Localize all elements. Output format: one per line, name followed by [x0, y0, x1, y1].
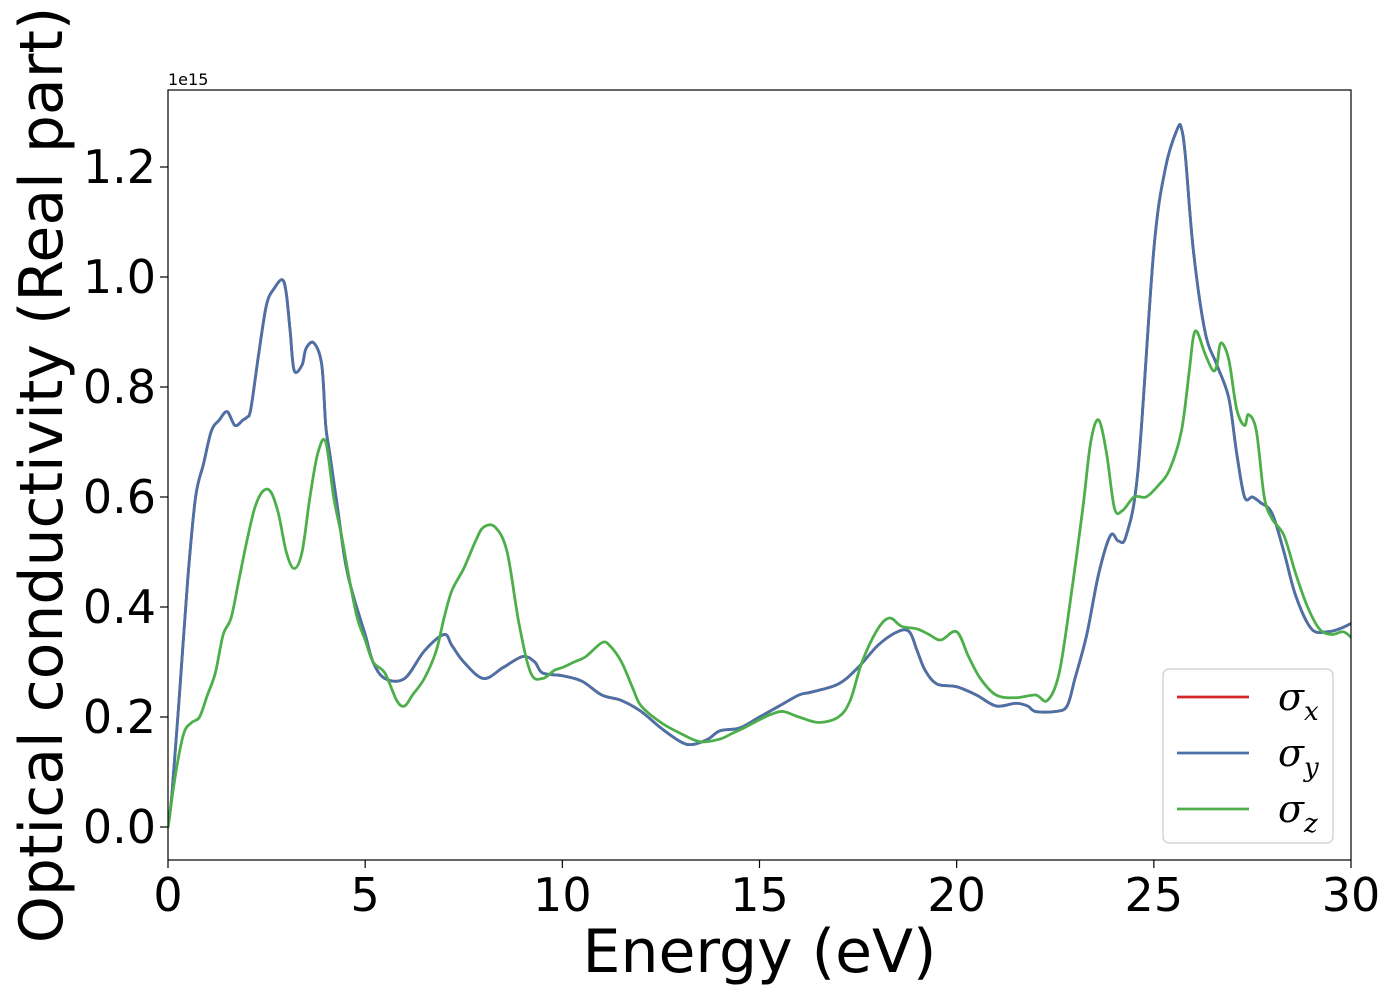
y-tick-label: 0.8 — [83, 360, 156, 414]
series-layer — [168, 122, 1351, 829]
y-tick-label: 0.4 — [83, 580, 156, 634]
x-tick-label: 0 — [153, 868, 182, 922]
x-tick-label: 25 — [1125, 868, 1184, 922]
x-tick-label: 5 — [351, 868, 380, 922]
x-tick-label: 10 — [533, 868, 592, 922]
x-tick-label: 30 — [1322, 868, 1381, 922]
x-tick-label: 15 — [730, 868, 789, 922]
y-tick-label: 1.0 — [83, 250, 156, 304]
legend-subscript: y — [1303, 753, 1319, 783]
y-tick-label: 1.2 — [83, 140, 156, 194]
legend-subscript: x — [1304, 697, 1319, 727]
x-axis: 0 5 10 15 20 25 30 — [153, 860, 1380, 922]
y-tick-label: 0.2 — [83, 690, 156, 744]
x-tick-label: 20 — [927, 868, 986, 922]
y-axis-title: Optical conductivity (Real part) — [7, 7, 77, 944]
y-offset-text: 1e15 — [168, 70, 208, 89]
y-tick-label: 0.6 — [83, 470, 156, 524]
y-tick-label: 0.0 — [83, 800, 156, 854]
y-axis: 0.0 0.2 0.4 0.6 0.8 1.0 1.2 — [83, 140, 168, 854]
series-line-y — [168, 122, 1351, 829]
x-axis-title: Energy (eV) — [583, 917, 937, 987]
series-line-z — [168, 329, 1351, 829]
legend-subscript: z — [1303, 809, 1318, 839]
legend-frame — [1162, 668, 1334, 844]
